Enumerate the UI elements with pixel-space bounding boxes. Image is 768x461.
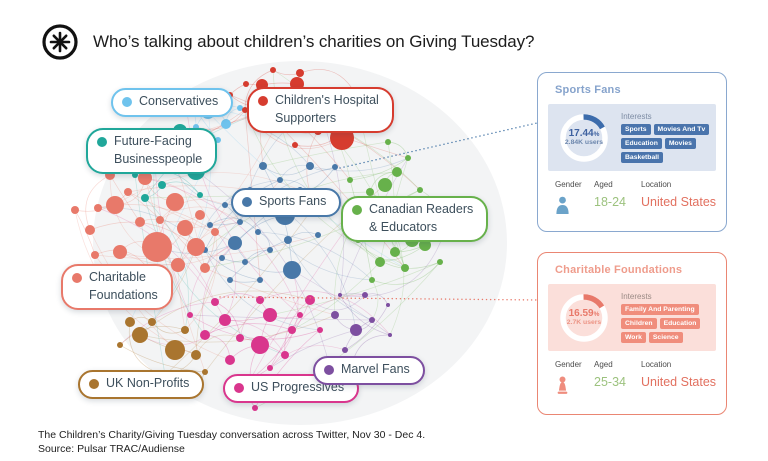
cluster-label-sports-fans[interactable]: Sports Fans bbox=[231, 188, 342, 217]
interest-pill: Basketball bbox=[621, 152, 664, 163]
aged-label: Aged bbox=[594, 180, 613, 189]
cluster-label-text: Canadian Readers & Educators bbox=[369, 202, 474, 234]
location-value: United States bbox=[641, 195, 717, 209]
card-title: Sports Fans bbox=[555, 84, 621, 96]
cluster-label-text: Conservatives bbox=[139, 94, 219, 108]
interest-pill: Education bbox=[621, 138, 662, 149]
cluster-label-conservatives[interactable]: Conservatives bbox=[111, 88, 234, 117]
cluster-label-text: Sports Fans bbox=[259, 194, 327, 208]
users-count: 2.7K users bbox=[566, 319, 602, 327]
cluster-label-text: Charitable Foundations bbox=[89, 270, 158, 302]
cluster-label-charitable-foundations[interactable]: Charitable Foundations bbox=[61, 264, 173, 310]
cluster-label-text: Children's Hospital Supporters bbox=[275, 93, 379, 125]
cluster-label-marvel-fans[interactable]: Marvel Fans bbox=[313, 356, 425, 385]
aged-value: 18-24 bbox=[594, 195, 626, 209]
interests-label: Interests bbox=[621, 112, 652, 121]
cluster-dot-icon bbox=[97, 137, 107, 147]
interests-block: Interests Sports Movies And Tv Education Mo… bbox=[621, 112, 723, 163]
interests-block: Interests Family And Parenting Children Ed… bbox=[621, 292, 723, 343]
gender-label: Gender bbox=[555, 360, 582, 369]
audience-card-sports-fans[interactable]: Sports Fans 17.44% 2.84K users Interests… bbox=[537, 72, 727, 232]
cluster-dot-icon bbox=[352, 205, 362, 215]
cluster-dot-icon bbox=[122, 96, 132, 107]
location-value: United States bbox=[641, 375, 717, 389]
gender-label: Gender bbox=[555, 180, 582, 189]
cluster-label-canadian-readers-educators[interactable]: Canadian Readers & Educators bbox=[341, 196, 489, 242]
card-stats-panel: 16.59% 2.7K users Interests Family And P… bbox=[548, 284, 716, 351]
cluster-label-text: Future-Facing Businesspeople bbox=[114, 134, 203, 166]
cluster-dot-icon bbox=[324, 364, 334, 375]
cluster-dot-icon bbox=[258, 96, 268, 106]
interest-pill-list: Sports Movies And Tv Education Movies Basket… bbox=[621, 124, 723, 163]
page-title: Who’s talking about children’s charities… bbox=[93, 32, 535, 51]
interest-pill: Movies And Tv bbox=[653, 124, 710, 135]
cluster-label-future-facing-businesspeople[interactable]: Future-Facing Businesspeople bbox=[86, 128, 218, 174]
aged-value: 25-34 bbox=[594, 375, 626, 389]
cluster-dot-icon bbox=[242, 196, 252, 207]
cluster-label-text: Marvel Fans bbox=[341, 362, 410, 376]
audience-share-donut: 17.44% 2.84K users bbox=[556, 110, 612, 166]
percent-sign: % bbox=[593, 310, 600, 318]
location-label: Location bbox=[641, 360, 672, 369]
cluster-dot-icon bbox=[89, 378, 99, 389]
male-gender-icon bbox=[556, 196, 569, 214]
cluster-label-text: UK Non-Profits bbox=[106, 376, 190, 390]
interest-pill: Education bbox=[659, 318, 701, 329]
users-count: 2.84K users bbox=[564, 139, 604, 147]
caption-line1: The Children’s Charity/Giving Tuesday co… bbox=[38, 429, 426, 441]
interest-pill: Science bbox=[648, 332, 683, 343]
female-gender-icon bbox=[557, 376, 568, 394]
interest-pill: Movies bbox=[664, 138, 696, 149]
aged-label: Aged bbox=[594, 360, 613, 369]
cluster-label-childrens-hospital-supporters[interactable]: Children's Hospital Supporters bbox=[247, 87, 394, 133]
header: Who’s talking about children’s charities… bbox=[40, 22, 534, 62]
percent-value: 16.59 bbox=[568, 307, 594, 319]
caption-line2: Source: Pulsar TRAC/Audiense bbox=[38, 443, 185, 456]
card-stats-panel: 17.44% 2.84K users Interests Sports Movie… bbox=[548, 104, 716, 171]
cluster-dot-icon bbox=[234, 382, 244, 393]
caption: The Children’s Charity/Giving Tuesday co… bbox=[38, 428, 425, 456]
percent-sign: % bbox=[593, 130, 600, 138]
audience-share-donut: 16.59% 2.7K users bbox=[556, 290, 612, 346]
location-label: Location bbox=[641, 180, 672, 189]
interest-pill: Work bbox=[621, 332, 646, 343]
interests-label: Interests bbox=[621, 292, 652, 301]
card-title: Charitable Foundations bbox=[555, 264, 683, 276]
percent-value: 17.44 bbox=[568, 127, 594, 139]
cluster-dot-icon bbox=[72, 273, 82, 283]
interest-pill: Family And Parenting bbox=[621, 304, 699, 315]
demographics-row: Gender Aged 18-24 Location United States bbox=[555, 180, 726, 215]
cluster-label-uk-non-profits[interactable]: UK Non-Profits bbox=[78, 370, 205, 399]
demographics-row: Gender Aged 25-34 Location United States bbox=[555, 360, 726, 395]
audience-card-charitable-foundations[interactable]: Charitable Foundations 16.59% 2.7K users… bbox=[537, 252, 727, 415]
pulsar-logo-icon bbox=[42, 24, 78, 60]
interest-pill: Sports bbox=[621, 124, 651, 135]
interest-pill: Children bbox=[621, 318, 657, 329]
interest-pill-list: Family And Parenting Children Education Wor… bbox=[621, 304, 723, 343]
